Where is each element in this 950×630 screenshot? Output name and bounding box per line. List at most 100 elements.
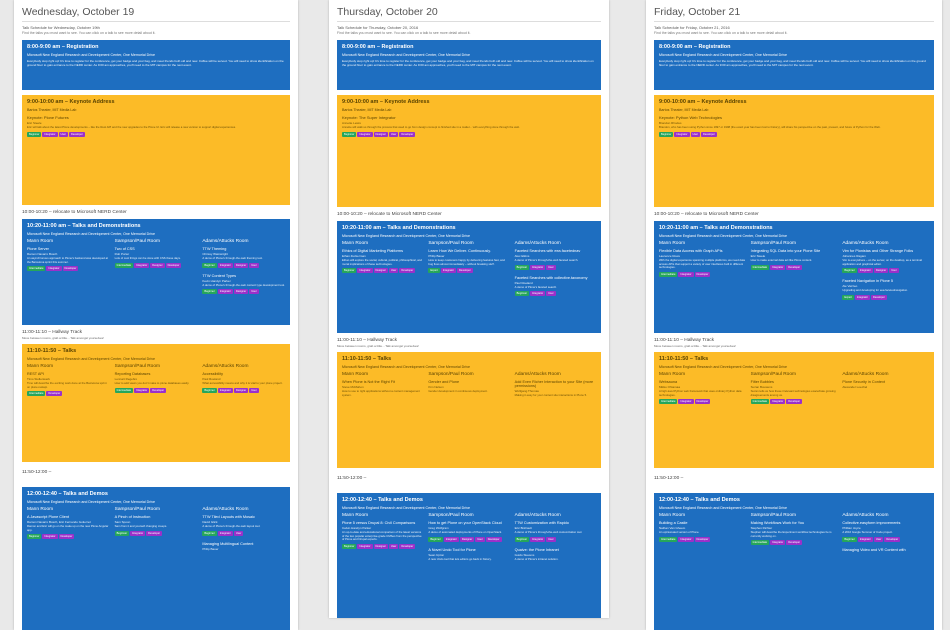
talks-block[interactable]: 12:00-12:40 – Talks and Demos Microsoft N… xyxy=(654,493,934,630)
tag-intermediate[interactable]: Intermediate xyxy=(659,536,678,542)
tag-beginner[interactable]: Beginner xyxy=(27,131,42,137)
tag-integrator[interactable]: Integrator xyxy=(678,399,694,405)
talk-title-link[interactable]: Collective.easyform improvements xyxy=(842,521,901,525)
tag-integrator[interactable]: Integrator xyxy=(46,266,62,272)
talk-title-link[interactable]: Learn How We Deliver. Continuously. xyxy=(428,249,491,253)
talk-title-link[interactable]: Making Workflows Work for You xyxy=(750,521,805,525)
talks-block[interactable]: 11:10-11:50 – Talks Microsoft New England… xyxy=(22,344,290,462)
tag-beginner[interactable]: Beginner xyxy=(114,530,130,536)
tag-beginner[interactable]: Beginner xyxy=(842,536,857,542)
tag-beginner[interactable]: Beginner xyxy=(428,536,443,542)
talk-title-link[interactable]: Add Even Richer Interaction to your Site… xyxy=(514,380,594,388)
tag-integrator[interactable]: Integrator xyxy=(42,534,58,540)
keynote-block[interactable]: 9:00-10:00 am – Keynote Address Bartos Th… xyxy=(654,95,934,207)
registration-block[interactable]: 8:00-9:00 am – Registration Microsoft New… xyxy=(337,40,601,90)
tag-developer[interactable]: Developer xyxy=(146,530,162,536)
keynote-block[interactable]: 9:00-10:00 am – Keynote Address Bartos Th… xyxy=(337,95,601,207)
talks-block[interactable]: 11:10-11:50 – Talks Microsoft New England… xyxy=(654,352,934,468)
tag-user[interactable]: User xyxy=(388,543,399,549)
talk-title-link[interactable]: Managing Multilingual Content xyxy=(202,541,254,546)
tag-designer[interactable]: Designer xyxy=(150,262,165,268)
tag-intermediate[interactable]: Intermediate xyxy=(750,540,770,546)
tag-beginner[interactable]: Beginner xyxy=(202,262,217,268)
tag-intermediate[interactable]: Intermediate xyxy=(659,271,678,277)
talk-title-link[interactable]: REST API xyxy=(27,372,45,376)
tag-user[interactable]: User xyxy=(546,291,556,297)
talk-title-link[interactable]: Vim for Plonistas and Other Strange Folk… xyxy=(842,249,914,253)
tag-intermediate[interactable]: Intermediate xyxy=(114,262,134,268)
tag-beginner[interactable]: Beginner xyxy=(842,268,857,274)
talks-block[interactable]: 12:00-12:40 – Talks and Demos Microsoft N… xyxy=(337,493,601,618)
talk-title-link[interactable]: Building a Castle xyxy=(659,521,688,525)
tag-integrator[interactable]: Integrator xyxy=(770,399,786,405)
tag-developer[interactable]: Developer xyxy=(456,268,473,274)
tag-developer[interactable]: Developer xyxy=(700,131,717,137)
tag-developer[interactable]: Developer xyxy=(150,387,167,393)
talk-title-link[interactable]: Keynote: Python Web Technologies xyxy=(659,115,723,120)
talks-block[interactable]: 11:10-11:50 – Talks Microsoft New England… xyxy=(337,352,601,468)
tag-beginner[interactable]: Beginner xyxy=(342,268,357,274)
talk-title-link[interactable]: Keynote: Plone Futures xyxy=(27,115,69,120)
tag-integrator[interactable]: Integrator xyxy=(857,536,873,542)
tag-developer[interactable]: Developer xyxy=(58,534,75,540)
tag-developer[interactable]: Developer xyxy=(694,399,711,405)
tag-integrator[interactable]: Integrator xyxy=(770,540,786,546)
tag-integrator[interactable]: Integrator xyxy=(357,543,373,549)
keynote-block[interactable]: 9:00-10:00 am – Keynote Address Bartos Th… xyxy=(22,95,290,205)
tag-designer[interactable]: Designer xyxy=(233,289,249,295)
tag-beginner[interactable]: Beginner xyxy=(342,543,357,549)
tag-integrator[interactable]: Integrator xyxy=(130,530,146,536)
tag-designer[interactable]: Designer xyxy=(873,268,889,274)
talk-title-link[interactable]: TTW Content Types xyxy=(202,273,237,278)
talk-title-link[interactable]: When Plone is Not the Right Fit xyxy=(342,380,395,384)
tag-developer[interactable]: Developer xyxy=(62,266,79,272)
talk-title-link[interactable]: Quaive: the Plone Intranet xyxy=(514,547,559,552)
tag-beginner[interactable]: Beginner xyxy=(514,264,530,270)
tag-user[interactable]: User xyxy=(249,289,259,295)
talk-title-link[interactable]: TTW Theming xyxy=(202,247,227,251)
talk-title-link[interactable]: Faceted Searches with eea.facetednav xyxy=(514,249,581,253)
talk-title-link[interactable]: Keynote: The Super Integrator xyxy=(342,115,396,120)
tag-developer[interactable]: Developer xyxy=(399,268,416,274)
tag-integrator[interactable]: Integrator xyxy=(678,536,694,542)
tag-user[interactable]: User xyxy=(546,264,556,270)
tag-integrator[interactable]: Integrator xyxy=(217,289,233,295)
tag-beginner[interactable]: Beginner xyxy=(342,131,357,137)
tag-integrator[interactable]: Integrator xyxy=(857,268,873,274)
tag-integrator[interactable]: Integrator xyxy=(854,294,870,300)
tag-expert[interactable]: Expert xyxy=(842,294,854,300)
tag-designer[interactable]: Designer xyxy=(233,262,249,268)
registration-block[interactable]: 8:00-9:00 am – Registration Microsoft New… xyxy=(22,40,290,90)
tag-user[interactable]: User xyxy=(873,536,884,542)
talk-title-link[interactable]: Managing Video and VR Content with xyxy=(842,547,906,552)
talk-title-link[interactable]: TTW Tiled Layouts with Mosaic xyxy=(202,515,255,519)
talk-title-link[interactable]: Gender and Plone xyxy=(428,380,460,384)
tag-designer[interactable]: Designer xyxy=(373,268,388,274)
tag-intermediate[interactable]: Intermediate xyxy=(27,266,46,272)
tag-integrator[interactable]: Integrator xyxy=(217,387,233,393)
tag-intermediate[interactable]: Intermediate xyxy=(27,391,46,397)
talk-title-link[interactable]: A Javascript Plone Client xyxy=(27,515,69,519)
talk-title-link[interactable]: TTW Customization with Rapido xyxy=(514,521,569,525)
tag-beginner[interactable]: Beginner xyxy=(202,530,217,536)
tag-designer[interactable]: Designer xyxy=(233,387,249,393)
talk-title-link[interactable]: Reporting Databases xyxy=(114,372,151,376)
tag-developer[interactable]: Developer xyxy=(46,391,63,397)
tag-intermediate[interactable]: Intermediate xyxy=(114,387,134,393)
tag-intermediate[interactable]: Intermediate xyxy=(750,399,770,405)
tag-integrator[interactable]: Integrator xyxy=(530,291,546,297)
tag-integrator[interactable]: Integrator xyxy=(357,268,373,274)
tag-user[interactable]: User xyxy=(58,131,68,137)
tag-developer[interactable]: Developer xyxy=(485,536,502,542)
tag-beginner[interactable]: Beginner xyxy=(202,387,217,393)
tag-designer[interactable]: Designer xyxy=(373,131,388,137)
tag-integrator[interactable]: Integrator xyxy=(530,264,546,270)
talk-title-link[interactable]: How to get Plone on your OpenStack Cloud xyxy=(428,521,502,525)
tag-beginner[interactable]: Beginner xyxy=(659,131,674,137)
tag-integrator[interactable]: Integrator xyxy=(440,268,456,274)
tag-integrator[interactable]: Integrator xyxy=(134,387,150,393)
tag-integrator[interactable]: Integrator xyxy=(770,264,786,270)
tag-beginner[interactable]: Beginner xyxy=(202,289,217,295)
tag-developer[interactable]: Developer xyxy=(786,540,803,546)
talks-block[interactable]: 10:20-11:00 am – Talks and Demonstration… xyxy=(22,219,290,325)
